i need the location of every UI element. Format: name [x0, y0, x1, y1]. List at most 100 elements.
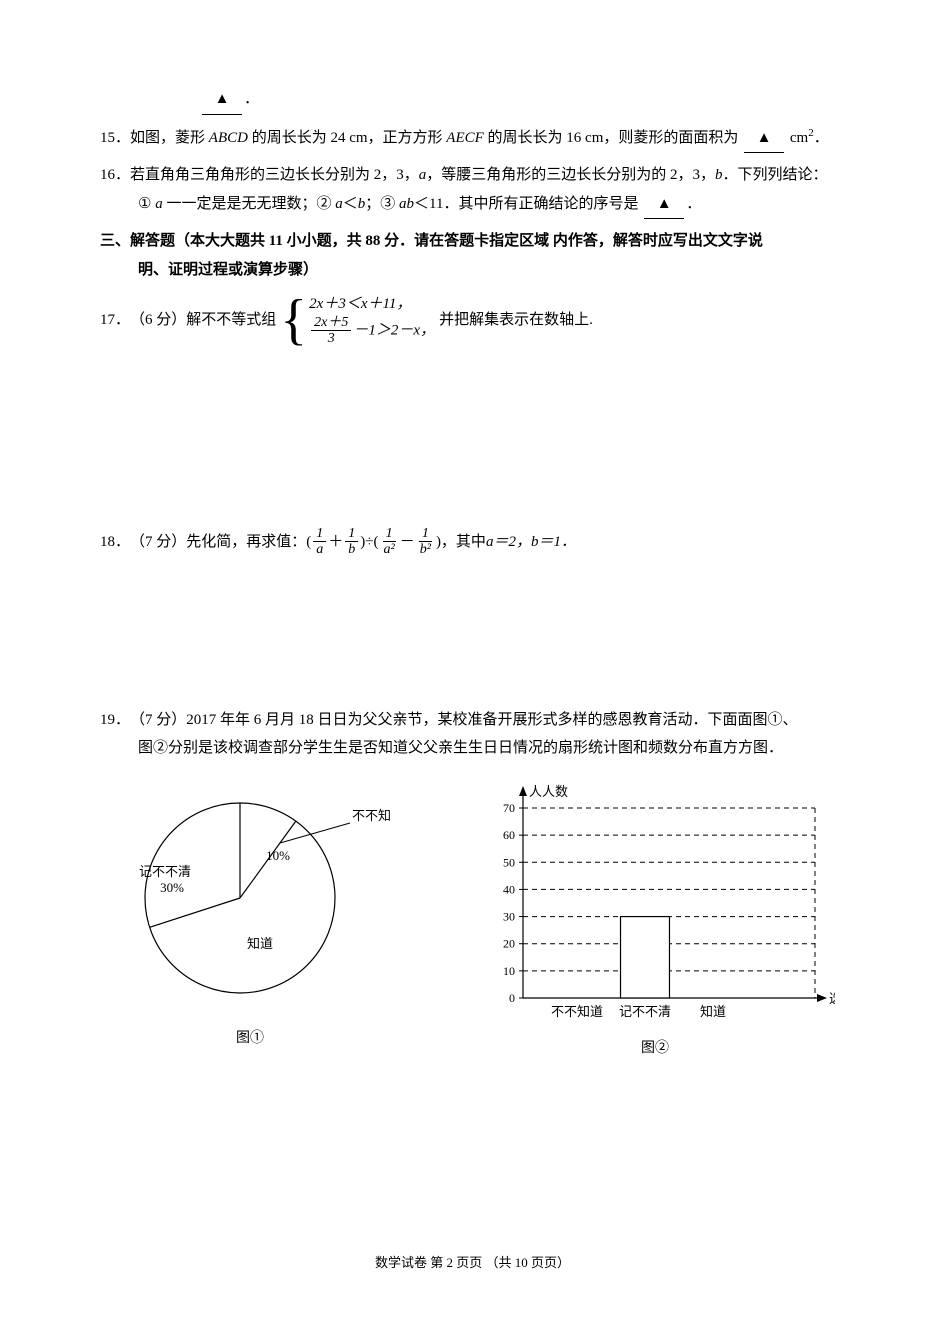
q19-line1: （7 分）2017 年年 6 月月 18 日日为父父亲节，某校准备开展形式多样的…	[130, 712, 798, 728]
q18-num: 18．	[100, 528, 130, 557]
q16-c: ．下列列结论：	[723, 167, 828, 183]
q16-l2a: ①	[138, 196, 155, 212]
q17-frac: 2x＋5 3	[311, 315, 351, 347]
f4n: 1	[419, 526, 432, 542]
pie-caption: 图①	[236, 1026, 264, 1053]
q16-a2: a	[155, 196, 163, 212]
footer-b: 页页 （共	[453, 1255, 515, 1270]
blank-q15: ▲	[744, 124, 784, 154]
section-3-line1: 三、解答题（本大大题共 11 小小题，共 88 分．请在答题卡指定区域 内作答，…	[100, 227, 845, 256]
f2n: 1	[345, 526, 358, 542]
svg-text:40: 40	[503, 882, 515, 896]
q14-tail: ▲．	[100, 85, 845, 115]
q19-num: 19．	[100, 706, 130, 735]
footer-total: 10	[515, 1255, 528, 1270]
svg-text:10%: 10%	[266, 848, 290, 863]
f3n: 1	[383, 526, 396, 542]
blank-q14: ▲	[202, 85, 242, 115]
q15-text-d: cm	[786, 130, 808, 146]
svg-text:人人数: 人人数	[529, 784, 568, 799]
q15-abcd: ABCD	[209, 130, 248, 146]
pie-chart-block: 不不知道 10% 记不不清30% 知道 图①	[110, 778, 390, 1063]
q17-system: { 2x＋3＜x＋11， 2x＋5 3 －1＞2－x，	[280, 292, 435, 348]
q16-a: 若直角角三角角形的三边长长分别为 2，3，	[130, 167, 419, 183]
svg-text:50: 50	[503, 855, 515, 869]
q19-line2: 图②分别是该校调查部分学生生是否知道父父亲生生日日情况的扇形统计图和频数分布直方…	[100, 734, 845, 763]
charts-row: 不不知道10%记不不清30%知道 图① 010203040506070人人数选项…	[100, 778, 845, 1063]
q17-frac-num: 2x＋5	[311, 315, 351, 331]
q16-l2b: 一一定是是无无理数；②	[163, 196, 336, 212]
q18: 18． （7 分）先化简，再求值：( 1a ＋ 1b )÷( 1a² － 1b²…	[100, 526, 845, 558]
f2d: b	[345, 542, 358, 557]
q16-num: 16．	[100, 161, 130, 190]
q17-row2: 2x＋5 3 －1＞2－x，	[309, 315, 435, 347]
page-footer: 数学试卷 第 2 页页 （共 10 页页）	[0, 1251, 945, 1276]
gap-18	[100, 566, 845, 706]
q18-f2: 1b	[345, 526, 358, 558]
q17-num: 17．	[100, 306, 130, 335]
q18-f4: 1b²	[417, 526, 434, 558]
svg-text:0: 0	[509, 991, 515, 1005]
svg-text:不不知道: 不不知道	[551, 1004, 603, 1019]
svg-text:70: 70	[503, 801, 515, 815]
svg-text:记不不清: 记不不清	[139, 864, 191, 879]
q16-l2d: ＜11．其中所有正确结论的序号是	[414, 196, 642, 212]
f4d: b²	[417, 542, 434, 557]
blank-q16: ▲	[644, 190, 684, 220]
q18-plus: ＋	[328, 528, 343, 557]
svg-text:10: 10	[503, 964, 515, 978]
svg-text:知道: 知道	[700, 1004, 726, 1019]
svg-text:60: 60	[503, 828, 515, 842]
bar-chart-block: 0 10 20 30 40 50 60 70 人人数选项不不知道 记不不清 知道 图②	[475, 778, 835, 1063]
f1n: 1	[313, 526, 326, 542]
bar-chart: 0 10 20 30 40 50 60 70 人人数选项不不知道 记不不清 知道	[475, 778, 835, 1028]
gap-17	[100, 356, 845, 526]
q17-frac-den: 3	[325, 331, 338, 346]
q15-num: 15．	[100, 124, 130, 153]
svg-text:知道: 知道	[247, 936, 273, 951]
svg-text:20: 20	[503, 936, 515, 950]
q15-text-b: 的周长长为 24 cm，正方方形	[248, 130, 446, 146]
section-3-line2: 明、证明过程或演算步骤）	[100, 256, 845, 285]
q16-b: ，等腰三角角形的三边长长分别为的 2，3，	[426, 167, 715, 183]
svg-text:记不不清: 记不不清	[619, 1004, 671, 1019]
q18-mid2: )，其中	[436, 528, 486, 557]
q17-prefix: （6 分）解不不等式组	[130, 306, 276, 335]
svg-text:30: 30	[503, 909, 515, 923]
footer-a: 数学试卷 第	[375, 1255, 447, 1270]
q16-a3: a	[335, 196, 343, 212]
q18-prefix: （7 分）先化简，再求值：(	[130, 528, 311, 557]
brace-icon: {	[280, 292, 307, 348]
q18-f3: 1a²	[381, 526, 398, 558]
q16-l2e: ．	[686, 196, 701, 212]
bar-caption: 图②	[641, 1036, 669, 1063]
q16-line2: ① a 一一定是是无无理数；② a＜b；③ ab＜11．其中所有正确结论的序号是…	[100, 190, 845, 220]
q15-text-a: 如图，菱形	[130, 130, 209, 146]
q16-lt: ＜	[343, 196, 358, 212]
f1d: a	[313, 542, 326, 557]
svg-text:30%: 30%	[160, 880, 184, 895]
q16-l2c: ；③	[365, 196, 399, 212]
f3d: a²	[381, 542, 398, 557]
q15-text-e: ．	[814, 130, 829, 146]
q17-suffix: 并把解集表示在数轴上.	[439, 306, 593, 335]
q17: 17． （6 分）解不不等式组 { 2x＋3＜x＋11， 2x＋5 3 －1＞2…	[100, 292, 845, 348]
q17-row1: 2x＋3＜x＋11，	[309, 294, 435, 315]
q17-sysbody: 2x＋3＜x＋11， 2x＋5 3 －1＞2－x，	[309, 294, 435, 347]
q18-minus: －	[400, 528, 415, 557]
section-3-title: 三、解答题（本大大题共 11 小小题，共 88 分．请在答题卡指定区域 内作答，…	[100, 227, 845, 284]
q15-text-c: 的周长长为 16 cm，则菱形的面面积为	[484, 130, 742, 146]
q19: 19．（7 分）2017 年年 6 月月 18 日日为父父亲节，某校准备开展形式…	[100, 706, 845, 763]
q18-f1: 1a	[313, 526, 326, 558]
q16: 16．若直角角三角角形的三边长长分别为 2，3， a ，等腰三角角形的三边长长分别为…	[100, 161, 845, 219]
q17-row2-tail: －1＞2－x，	[353, 322, 435, 338]
svg-text:选项: 选项	[829, 991, 835, 1006]
q16-var-b: b	[715, 167, 723, 183]
q16-ab: ab	[399, 196, 414, 212]
pie-chart: 不不知道 10% 记不不清30% 知道	[110, 778, 390, 1018]
svg-text:不不知道: 不不知道	[352, 808, 390, 823]
footer-c: 页页）	[528, 1255, 570, 1270]
q18-aeq: a＝2，b＝1．	[486, 528, 576, 557]
q18-mid1: )÷(	[360, 528, 378, 557]
q15: 15．如图，菱形 ABCD 的周长长为 24 cm，正方方形 AECF 的周长长…	[100, 123, 845, 154]
